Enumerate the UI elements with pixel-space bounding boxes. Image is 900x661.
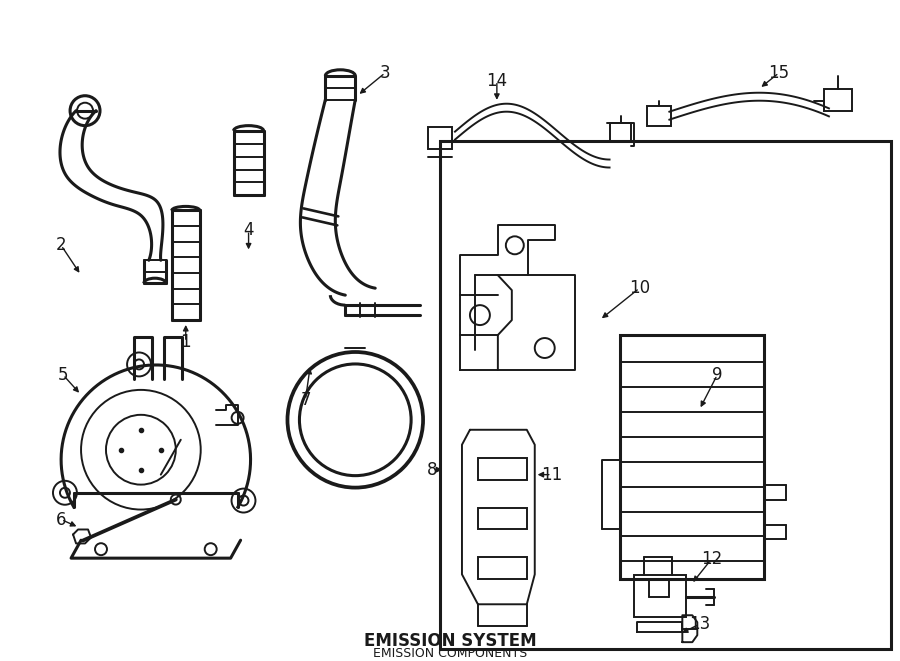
Text: 8: 8 (427, 461, 437, 479)
Bar (428, 127, 452, 149)
Text: 1: 1 (180, 333, 191, 351)
Text: 6: 6 (56, 510, 67, 529)
Text: 7: 7 (301, 391, 310, 409)
Text: 13: 13 (688, 615, 710, 633)
Text: EMISSION COMPONENTS: EMISSION COMPONENTS (373, 646, 527, 660)
Bar (634, 575, 687, 617)
Bar (619, 335, 764, 579)
Bar (478, 557, 526, 579)
Text: 9: 9 (712, 366, 723, 384)
Text: 3: 3 (380, 64, 391, 82)
Bar (609, 123, 632, 141)
Text: EMISSION SYSTEM: EMISSION SYSTEM (364, 632, 536, 650)
Bar (478, 457, 526, 480)
Text: 12: 12 (700, 551, 722, 568)
Text: 14: 14 (486, 72, 508, 90)
Text: 15: 15 (769, 64, 789, 82)
Bar (478, 508, 526, 529)
Bar (440, 141, 891, 649)
Text: 5: 5 (58, 366, 68, 384)
Text: 4: 4 (243, 221, 254, 239)
Bar (824, 89, 852, 110)
Text: 2: 2 (56, 236, 67, 254)
Text: 10: 10 (629, 279, 650, 297)
Bar (647, 106, 671, 126)
Text: 11: 11 (541, 465, 562, 484)
